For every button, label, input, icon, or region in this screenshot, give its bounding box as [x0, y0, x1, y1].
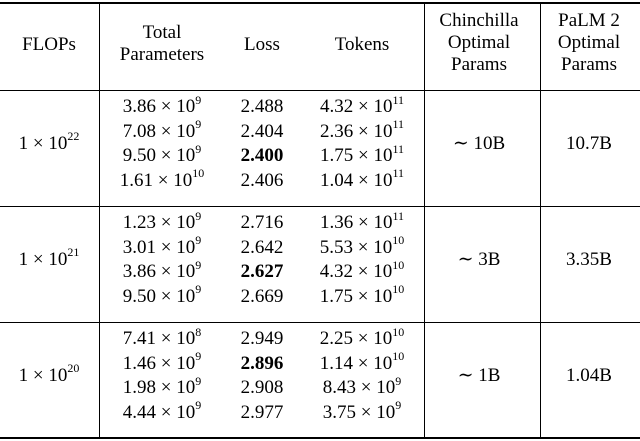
tokens-cell: 2.36 × 1011 [319, 117, 405, 142]
header-chinchilla-optimal-params: Chinchilla Optimal Params [439, 10, 519, 75]
total-params-cell: 9.50 × 109 [122, 141, 202, 166]
tokens-cell: 1.36 × 1011 [319, 208, 405, 233]
group-rule-1 [0, 206, 640, 207]
chinchilla-optimal-cell: ∼ 10B [452, 132, 506, 154]
palm2-optimal-cell: 1.04B [566, 364, 612, 386]
total-params-cell: 3.01 × 109 [122, 233, 202, 258]
tokens-cell: 1.14 × 1010 [319, 349, 405, 374]
total-params-cell: 3.86 × 109 [122, 257, 202, 282]
loss-cell: 2.406 [240, 169, 284, 191]
tokens-cell: 8.43 × 109 [322, 373, 402, 398]
palm2-optimal-cell: 10.7B [566, 132, 612, 154]
loss-cell: 2.949 [240, 328, 284, 349]
total-params-cell: 7.41 × 108 [122, 324, 202, 349]
tokens-cell: 4.32 × 1010 [319, 257, 405, 282]
palm2-optimal-cell: 3.35B [566, 248, 612, 270]
col-divider-2 [424, 2, 425, 439]
loss-cell: 2.908 [240, 377, 284, 398]
tokens-cell: 5.53 × 1010 [319, 233, 405, 258]
total-params-cell: 4.44 × 109 [122, 398, 202, 423]
flops-cell: 1 × 1022 [18, 129, 80, 154]
tokens-cell: 3.75 × 109 [322, 398, 402, 423]
loss-cell: 2.642 [240, 236, 284, 258]
header-palm2-optimal-params: PaLM 2 Optimal Params [557, 10, 621, 75]
loss-cell: 2.400 [240, 145, 284, 166]
loss-cell: 2.716 [240, 212, 284, 233]
total-params-cell: 7.08 × 109 [122, 117, 202, 142]
loss-cell: 2.669 [240, 285, 284, 307]
total-params-cell: 1.23 × 109 [122, 208, 202, 233]
tokens-cell: 1.75 × 1010 [319, 282, 405, 307]
flops-cell: 1 × 1020 [18, 361, 80, 386]
total-params-cell: 9.50 × 109 [122, 282, 202, 307]
col-divider-1 [99, 2, 100, 439]
bottom-rule [0, 437, 640, 439]
header-total-parameters: Total Parameters [119, 22, 205, 65]
tokens-cell: 4.32 × 1011 [319, 92, 405, 117]
loss-cell: 2.488 [240, 96, 284, 117]
top-rule [0, 2, 640, 4]
loss-cell: 2.404 [240, 120, 284, 142]
col-divider-3 [540, 2, 541, 439]
loss-cell: 2.896 [240, 352, 284, 374]
header-loss: Loss [244, 34, 280, 55]
total-params-cell: 1.98 × 109 [122, 373, 202, 398]
total-params-cell: 3.86 × 109 [122, 92, 202, 117]
flops-cell: 1 × 1021 [18, 245, 80, 270]
total-params-cell: 1.61 × 1010 [119, 166, 205, 191]
tokens-cell: 2.25 × 1010 [319, 324, 405, 349]
total-params-cell: 1.46 × 109 [122, 349, 202, 374]
header-flops: FLOPs [22, 34, 76, 55]
tokens-cell: 1.04 × 1011 [319, 166, 405, 191]
chinchilla-optimal-cell: ∼ 1B [457, 364, 501, 386]
header-rule [0, 90, 640, 91]
loss-cell: 2.627 [240, 261, 284, 282]
group-rule-2 [0, 322, 640, 323]
tokens-cell: 1.75 × 1011 [319, 141, 405, 166]
chinchilla-optimal-cell: ∼ 3B [457, 248, 501, 270]
loss-cell: 2.977 [240, 401, 284, 423]
header-tokens: Tokens [334, 34, 390, 55]
